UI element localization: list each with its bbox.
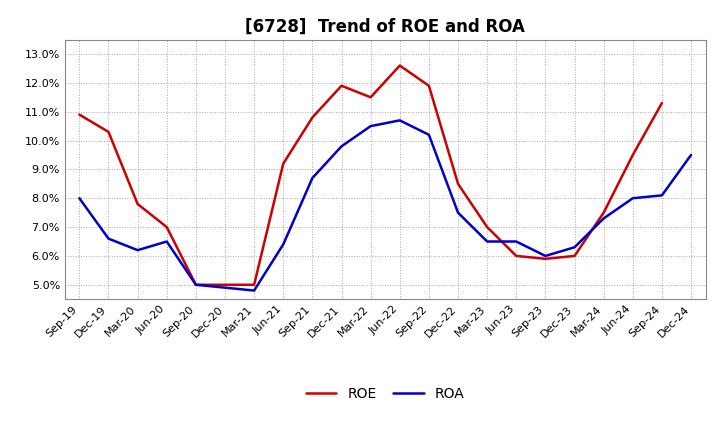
ROA — [541, 253, 550, 259]
Title: [6728]  Trend of ROE and ROA: [6728] Trend of ROE and ROA — [246, 17, 525, 35]
ROE — [133, 202, 142, 207]
ROA — [657, 193, 666, 198]
ROE — [657, 100, 666, 106]
ROA — [250, 288, 258, 293]
ROE — [366, 95, 375, 100]
ROA — [220, 285, 229, 290]
ROA — [454, 210, 462, 215]
ROE — [425, 83, 433, 88]
ROE — [163, 224, 171, 230]
ROA — [104, 236, 113, 241]
ROA — [570, 245, 579, 250]
ROE — [75, 112, 84, 117]
ROA — [163, 239, 171, 244]
ROE — [541, 256, 550, 261]
Legend: ROE, ROA: ROE, ROA — [306, 387, 464, 401]
ROA — [483, 239, 492, 244]
ROE — [104, 129, 113, 135]
ROA — [279, 242, 287, 247]
ROE — [629, 152, 637, 158]
ROE — [220, 282, 229, 287]
Line: ROA: ROA — [79, 121, 691, 290]
ROE — [512, 253, 521, 259]
ROE — [570, 253, 579, 259]
ROE — [250, 282, 258, 287]
ROA — [366, 124, 375, 129]
ROA — [192, 282, 200, 287]
ROE — [308, 115, 317, 120]
ROE — [599, 210, 608, 215]
ROA — [629, 196, 637, 201]
ROE — [483, 224, 492, 230]
ROE — [192, 282, 200, 287]
ROA — [308, 176, 317, 181]
ROA — [599, 216, 608, 221]
ROA — [75, 196, 84, 201]
ROE — [337, 83, 346, 88]
ROE — [395, 63, 404, 68]
Line: ROE: ROE — [79, 66, 662, 285]
ROE — [454, 181, 462, 187]
ROA — [133, 248, 142, 253]
ROA — [395, 118, 404, 123]
ROA — [337, 144, 346, 149]
ROA — [512, 239, 521, 244]
ROA — [687, 152, 696, 158]
ROE — [279, 161, 287, 166]
ROA — [425, 132, 433, 137]
